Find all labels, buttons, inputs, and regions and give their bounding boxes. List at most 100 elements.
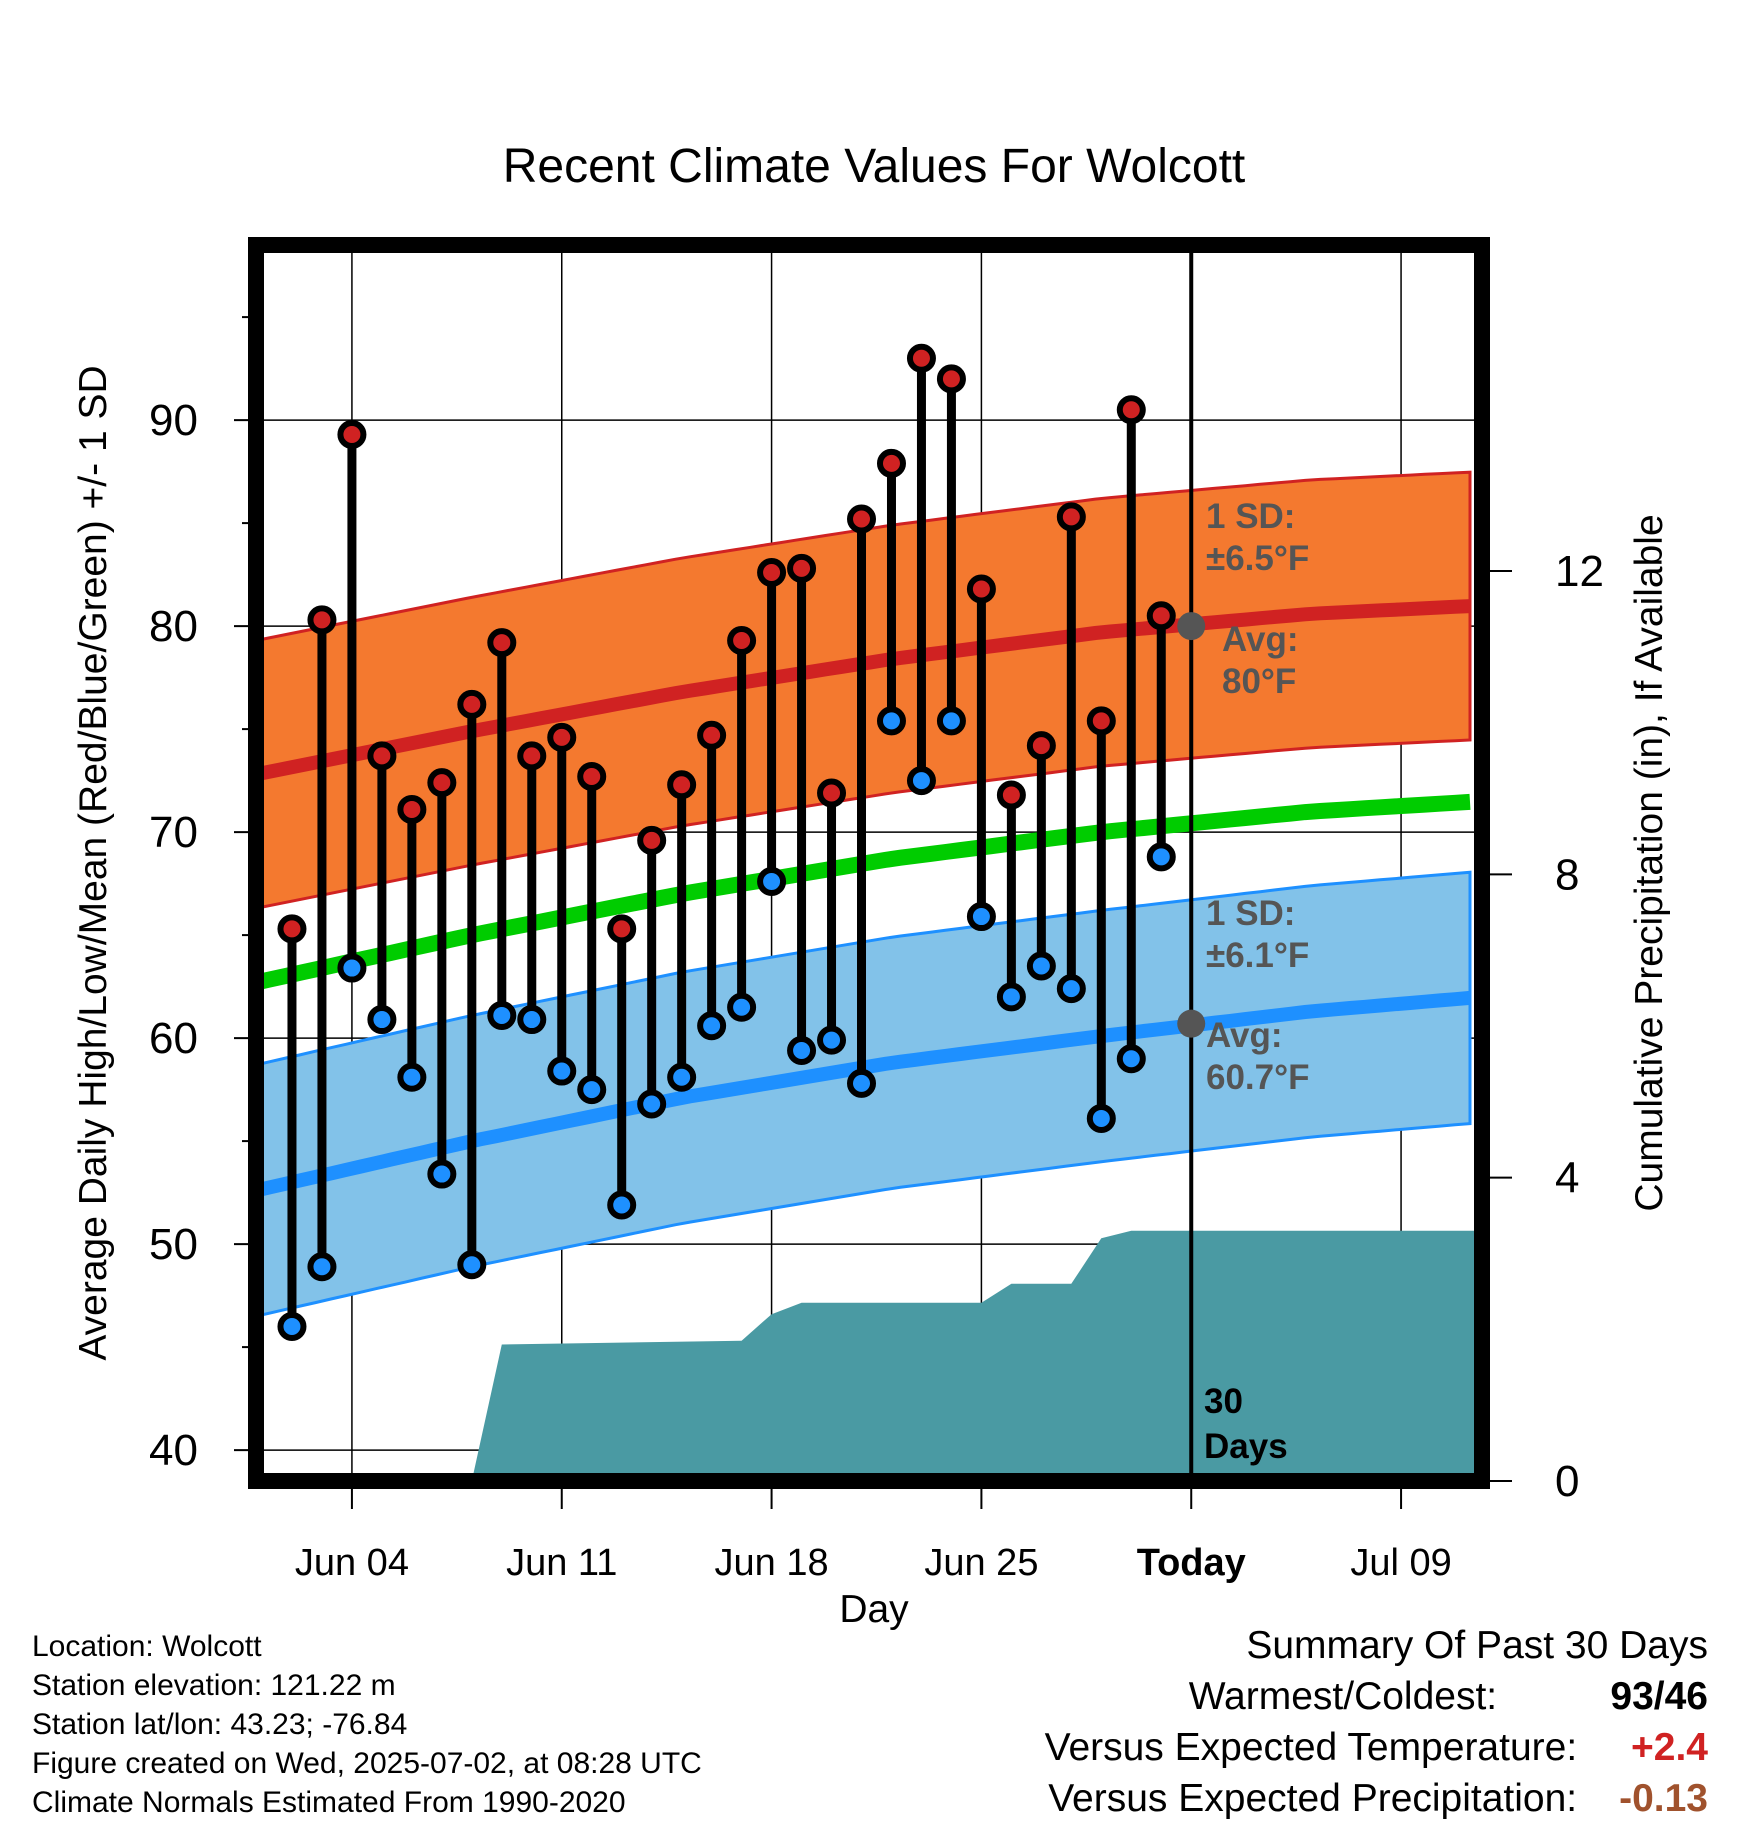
daily-low-point [757,867,787,897]
daily-low-point [637,1089,667,1119]
x-tick-label: Jul 09 [1350,1542,1451,1584]
plot-area [256,245,1482,1481]
daily-low-point [847,1068,877,1098]
daily-high-point [367,741,397,771]
daily-low-point [307,1252,337,1282]
latlon-text: Station lat/lon: 43.23; -76.84 [32,1708,408,1741]
daily-low-point [337,953,367,983]
axes: 40 50 60 70 80 90 0 4 8 12 Jun 04 Jun 11 Jun 18 Jun 2… [149,316,1604,1584]
y2-tick-label: 4 [1555,1154,1579,1203]
normals-text: Climate Normals Estimated From 1990-2020 [32,1786,626,1819]
y-axis-label-left: Average Daily High/Low/Mean (Red/Blue/Gr… [72,365,115,1360]
precip-anomaly-value: -0.13 [1619,1777,1708,1820]
daily-low-point [667,1062,697,1092]
daily-high-point [936,364,966,394]
daily-high-point [637,825,667,855]
daily-low-point [457,1250,487,1280]
y2-tick-label: 8 [1555,850,1579,899]
daily-high-point [817,778,847,808]
precip-area [471,1230,1482,1481]
daily-low-point [697,1011,727,1041]
daily-high-point [876,448,906,478]
daily-high-point [667,770,697,800]
daily-low-point [547,1056,577,1086]
daily-low-point [817,1025,847,1055]
high-avg-label: Avg: [1222,620,1298,659]
y-tick-label: 90 [149,396,198,445]
daily-high-point [996,780,1026,810]
daily-high-point [847,504,877,534]
daily-high-point [427,768,457,798]
daily-high-point [457,689,487,719]
low-sd-value: ±6.1°F [1206,936,1309,975]
chart-title: Recent Climate Values For Wolcott [503,140,1246,193]
daily-low-point [727,992,757,1022]
daily-high-point [307,605,337,635]
y-tick-label: 50 [149,1220,198,1269]
daily-high-point [787,553,817,583]
daily-high-point [487,628,517,658]
daily-high-point [1056,502,1086,532]
daily-low-point [577,1075,607,1105]
daily-low-point [517,1005,547,1035]
daily-high-point [397,794,427,824]
low-avg-value: 60.7°F [1206,1058,1310,1097]
elevation-text: Station elevation: 121.22 m [32,1669,396,1702]
temp-anomaly-value: +2.4 [1631,1726,1708,1769]
daily-temps [277,343,1176,1341]
avg-low-marker [1177,1009,1206,1038]
high-sd-label: 1 SD: [1206,497,1295,536]
warm-cold-label: Warmest/Coldest: [1188,1675,1498,1718]
daily-high-point [966,574,996,604]
daily-high-point [1146,601,1176,631]
precip-anomaly-label: Versus Expected Precipitation: [1048,1777,1578,1820]
daily-high-point [277,914,307,944]
x-tick-label: Jun 04 [295,1542,409,1584]
daily-low-point [936,706,966,736]
high-avg-value: 80°F [1222,662,1296,701]
location-text: Location: Wolcott [32,1630,262,1663]
days-label: Days [1204,1427,1288,1466]
y2-tick-label: 12 [1555,547,1604,596]
plot-frame [248,237,1490,1489]
x-tick-label: Jun 18 [715,1542,829,1584]
daily-low-point [996,982,1026,1012]
daily-low-point [1146,842,1176,872]
daily-low-point [787,1035,817,1065]
daily-high-point [757,558,787,588]
y-tick-label: 60 [149,1014,198,1063]
warm-cold-value: 93/46 [1610,1675,1708,1718]
daily-high-point [337,420,367,450]
y-axis-label-right: Cumulative Precipitation (in), If Availa… [1628,514,1671,1211]
daily-high-point [1116,395,1146,425]
daily-low-point [966,902,996,932]
daily-high-point [1086,706,1116,736]
daily-low-point [487,1000,517,1030]
daily-high-point [906,343,936,373]
daily-high-point [607,914,637,944]
summary-temp: Versus Expected Temperature: +2.4 [1045,1722,1708,1773]
daily-low-point [427,1159,457,1189]
station-info: Location: Wolcott Station elevation: 121… [32,1627,702,1822]
daily-low-point [367,1005,397,1035]
daily-high-point [577,761,607,791]
y-tick-label: 80 [149,602,198,651]
days-count: 30 [1204,1382,1243,1421]
daily-low-point [277,1312,307,1341]
daily-high-point [697,720,727,750]
created-text: Figure created on Wed, 2025-07-02, at 08… [32,1747,702,1780]
daily-low-point [607,1190,637,1220]
daily-high-point [727,626,757,656]
daily-low-point [1056,974,1086,1004]
low-avg-label: Avg: [1206,1016,1282,1055]
daily-low-point [1086,1103,1116,1133]
daily-low-point [906,766,936,796]
y-tick-label: 70 [149,808,198,857]
daily-high-point [517,741,547,771]
high-sd-value: ±6.5°F [1206,539,1309,578]
x-tick-label: Today [1137,1542,1246,1584]
temp-anomaly-label: Versus Expected Temperature: [1044,1726,1578,1769]
y-tick-label: 40 [149,1426,198,1475]
summary-panel: Summary Of Past 30 Days Warmest/Coldest:… [1045,1620,1708,1824]
